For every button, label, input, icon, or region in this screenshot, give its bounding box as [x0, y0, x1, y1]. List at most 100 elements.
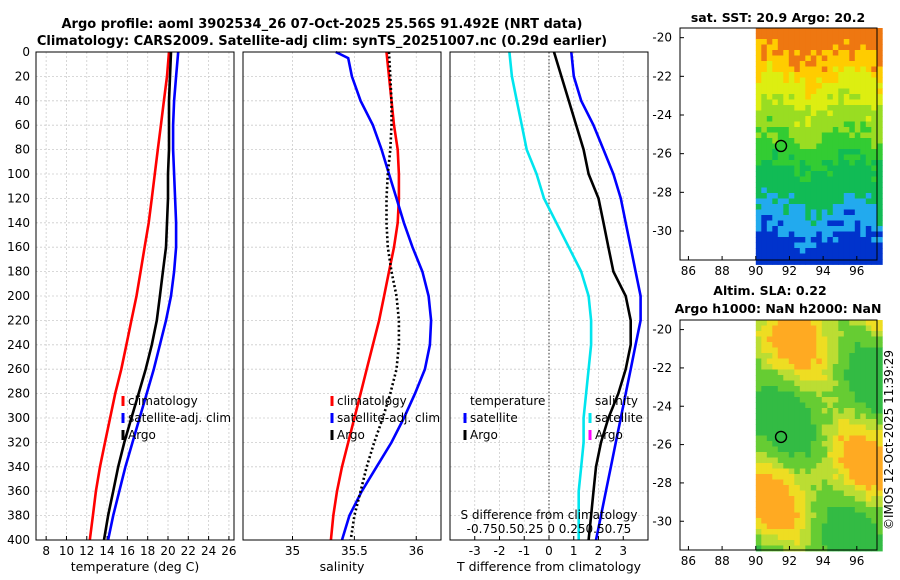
sst_map-cell — [832, 105, 839, 111]
sst_map-cell — [772, 99, 779, 106]
sla_map-cell — [827, 358, 834, 365]
sla_map-cell — [871, 386, 878, 392]
sst_map-cell — [755, 248, 762, 254]
sst_map-cell — [794, 259, 801, 265]
sla_map-cell — [860, 463, 867, 469]
sst_map-cell — [761, 50, 768, 56]
sla_map-cell — [854, 479, 861, 486]
sst_map-cell — [766, 88, 773, 95]
depth-tick-label: 240 — [7, 338, 30, 352]
sla_map-cell — [849, 474, 856, 480]
sst_map-cell — [777, 154, 784, 161]
sla_map-cell — [783, 529, 790, 535]
sla_map-cell — [777, 397, 784, 403]
sla_map-cell — [755, 529, 762, 535]
sla_map-cell — [805, 391, 812, 398]
sst_map-cell — [805, 160, 812, 166]
sla_map-cell — [843, 375, 850, 381]
sla_map-cell — [816, 408, 823, 414]
temperature-legend-label: satellite-adj. clim — [128, 411, 231, 425]
sla_map-cell — [854, 540, 861, 546]
sst_map-cell — [788, 176, 795, 183]
sst_map-cell — [783, 61, 790, 67]
temperature-frame — [35, 51, 235, 541]
sla_map-cell — [871, 358, 878, 365]
sst_map-cell — [843, 226, 850, 232]
sla_map-cell — [838, 380, 845, 387]
sla_map-cell — [876, 391, 883, 398]
sst_map-cell — [843, 149, 850, 155]
sst_map-cell — [865, 77, 872, 84]
sst_map-cell — [794, 187, 801, 194]
sst_map-cell — [876, 242, 883, 249]
sst_map-cell — [860, 99, 867, 106]
sst_map-cell — [794, 66, 801, 73]
sla_map-cell — [860, 347, 867, 354]
salinity-series-argo — [349, 51, 401, 541]
sla_map-cell — [755, 397, 762, 403]
sst_map-cell — [832, 193, 839, 199]
sst_map-cell — [772, 231, 779, 238]
sla_map-cell — [827, 331, 834, 337]
sla_map-cell — [854, 545, 861, 552]
sla_map-cell — [794, 325, 801, 332]
sst_map-cell — [832, 226, 839, 232]
sst_map-cell — [849, 204, 856, 210]
sst_map-cell — [766, 253, 773, 260]
sla_map-cell — [810, 369, 817, 376]
sla_map-cell — [794, 435, 801, 442]
sst_map-cell — [755, 50, 762, 56]
sla_map-cell — [816, 419, 823, 425]
sst_map-cell — [805, 193, 812, 199]
sst_map-cell — [832, 110, 839, 117]
sst_map-cell — [810, 143, 817, 150]
sla_map-cell — [810, 545, 817, 552]
sla_map-cell — [838, 485, 845, 491]
sst_map-cell — [794, 193, 801, 199]
sla_map-cell — [849, 419, 856, 425]
sst_map-cell — [805, 182, 812, 188]
sst_map-cell — [810, 198, 817, 205]
sla_map-cell — [783, 446, 790, 453]
sla_map-cell — [849, 413, 856, 420]
sla_map-cell — [772, 320, 779, 326]
sla_map-cell — [832, 468, 839, 475]
figure-title-line1: Argo profile: aoml 3902534_26 07-Oct-202… — [62, 17, 583, 32]
sla_map-cell — [832, 336, 839, 343]
sla_map-cell — [761, 518, 768, 524]
sla_map-cell — [794, 380, 801, 387]
sla_map-cell — [788, 529, 795, 535]
sla_map-cell — [816, 523, 823, 530]
sla_map-cell — [805, 336, 812, 343]
sla_map-cell — [761, 320, 768, 326]
sst_map-cell — [854, 39, 861, 45]
sst_map-cell — [755, 94, 762, 100]
sla_map-cell — [755, 518, 762, 524]
sla_map-cell — [854, 457, 861, 464]
sst_map-cell — [810, 88, 817, 95]
sst_map-cell — [810, 182, 817, 188]
sla_map-cell — [849, 325, 856, 332]
sla_map-cell — [761, 358, 768, 365]
sla_map-cell — [843, 446, 850, 453]
sst_map-cell — [821, 66, 828, 73]
sla_map-cell — [854, 342, 861, 348]
sla_map-cell — [799, 342, 806, 348]
sst_map-cell — [794, 149, 801, 155]
sla_map-cell — [777, 380, 784, 387]
sst_map-cell — [843, 231, 850, 238]
sst_map-cell — [876, 77, 883, 84]
sst_map-cell — [843, 176, 850, 183]
sla_map-cell — [810, 419, 817, 425]
sla_map-cell — [871, 452, 878, 458]
sla_map-cell — [832, 463, 839, 469]
sla_map-cell — [755, 430, 762, 436]
sla_map-cell — [799, 441, 806, 447]
sla_map-cell — [788, 419, 795, 425]
sst_map-cell — [865, 132, 872, 139]
sla_map-cell — [799, 518, 806, 524]
sla_map-cell — [876, 490, 883, 497]
sst_map-cell — [843, 88, 850, 95]
salinity-xtick-label: 35 — [285, 544, 300, 558]
sst_map-cell — [849, 88, 856, 95]
